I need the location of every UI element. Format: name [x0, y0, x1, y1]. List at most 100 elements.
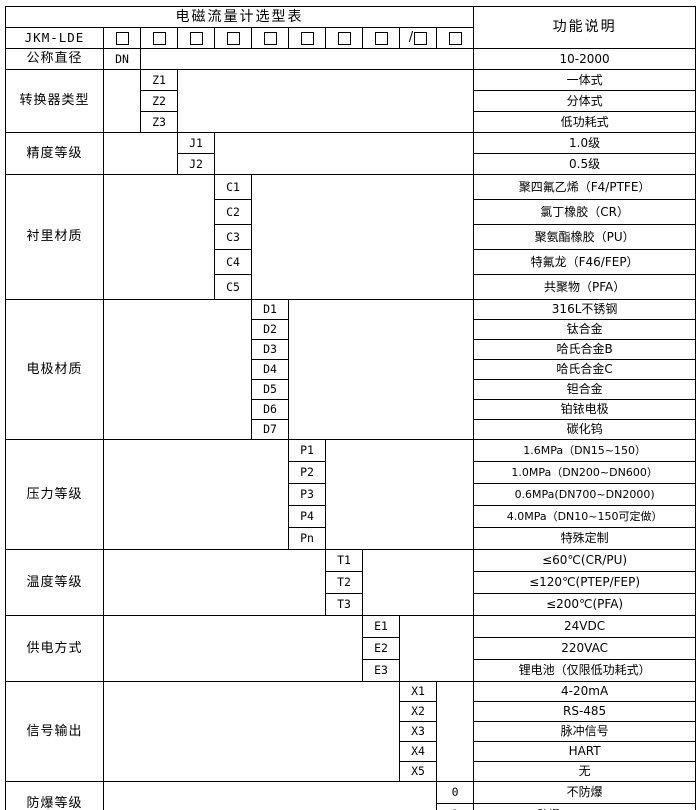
desc-pressure-2: 1.0MPa（DN200~DN600） — [473, 461, 697, 484]
code-t1[interactable]: T1 — [325, 549, 363, 572]
desc-converter-type-2: 分体式 — [473, 90, 697, 112]
code-x2[interactable]: X2 — [399, 701, 437, 722]
code-d7[interactable]: D7 — [251, 419, 289, 440]
code-checkbox-7[interactable] — [325, 27, 363, 49]
code-c4[interactable]: C4 — [214, 249, 252, 275]
code-c2[interactable]: C2 — [214, 199, 252, 225]
code-dn[interactable]: DN — [103, 48, 141, 70]
row-pressure-5: Pn 特殊定制 — [6, 527, 697, 550]
row-accuracy-1: 精度等级 J1 1.0级 — [5, 132, 697, 175]
code-z1[interactable]: Z1 — [140, 69, 178, 91]
code-x5[interactable]: X5 — [399, 761, 437, 782]
code-x3[interactable]: X3 — [399, 721, 437, 742]
model-code-row: JKM-LDE / — [5, 27, 696, 49]
code-d4[interactable]: D4 — [251, 359, 289, 380]
checkbox-icon[interactable] — [337, 31, 351, 45]
code-c5[interactable]: C5 — [214, 274, 252, 300]
code-pn[interactable]: Pn — [288, 527, 326, 550]
code-e3[interactable]: E3 — [362, 659, 400, 682]
code-p3[interactable]: P3 — [288, 483, 326, 506]
desc-signal-2: RS-485 — [473, 701, 697, 722]
desc-electrode-5: 钽合金 — [473, 379, 697, 400]
code-checkbox-5[interactable] — [251, 27, 289, 49]
row-explosion-1: 防爆等级 0 不防爆 — [5, 781, 697, 810]
code-p1[interactable]: P1 — [288, 439, 326, 462]
code-c3[interactable]: C3 — [214, 224, 252, 250]
desc-signal-5: 无 — [473, 761, 697, 782]
checkbox-icon[interactable] — [152, 31, 166, 45]
code-p4[interactable]: P4 — [288, 505, 326, 528]
desc-power-2: 220VAC — [473, 637, 697, 660]
checkbox-icon[interactable] — [414, 31, 428, 45]
blank-cell — [176, 69, 475, 133]
code-z3[interactable]: Z3 — [140, 111, 178, 133]
code-checkbox-8[interactable] — [362, 27, 400, 49]
row-pressure-1: 压力等级 P1 1.6MPa（DN15~150） — [5, 439, 697, 550]
code-d1[interactable]: D1 — [251, 299, 289, 320]
row-converter-type-1: 转换器类型 Z1 一体式 — [5, 69, 697, 133]
code-checkbox-9[interactable]: / — [399, 27, 437, 49]
checkbox-icon[interactable] — [300, 31, 314, 45]
checkbox-icon[interactable] — [115, 31, 129, 45]
code-p2[interactable]: P2 — [288, 461, 326, 484]
row-signal-1: 信号输出 X1 4-20mA — [5, 681, 697, 782]
desc-pressure-4: 4.0MPa（DN10~150可定做） — [473, 505, 697, 528]
code-checkbox-3[interactable] — [177, 27, 215, 49]
code-d2[interactable]: D2 — [251, 319, 289, 340]
code-e2[interactable]: E2 — [362, 637, 400, 660]
code-j2[interactable]: J2 — [177, 153, 215, 175]
row-electrode-3: D3 哈氏合金B — [6, 339, 697, 360]
selection-table: 电磁流量计选型表 功能说明 JKM-LDE / 公称直径 DN 10-2000 — [4, 6, 697, 810]
row-signal-4: X4 HART — [6, 741, 697, 762]
checkbox-icon[interactable] — [226, 31, 240, 45]
code-t2[interactable]: T2 — [325, 571, 363, 594]
desc-converter-type-1: 一体式 — [473, 69, 697, 91]
checkbox-icon[interactable] — [448, 31, 462, 45]
desc-signal-3: 脉冲信号 — [473, 721, 697, 742]
category-signal-output: 信号输出 — [5, 681, 104, 782]
desc-signal-1: 4-20mA — [473, 681, 697, 702]
function-header: 功能说明 — [473, 6, 697, 49]
code-c1[interactable]: C1 — [214, 174, 252, 200]
code-explosion-0[interactable]: 0 — [435, 781, 475, 804]
code-checkbox-1[interactable] — [103, 27, 141, 49]
checkbox-icon[interactable] — [374, 31, 388, 45]
row-nominal-diameter: 公称直径 DN 10-2000 — [5, 48, 697, 70]
blank-cell — [103, 439, 289, 550]
code-x1[interactable]: X1 — [399, 681, 437, 702]
checkbox-icon[interactable] — [189, 31, 203, 45]
desc-explosion-2: 防爆Exdmb Ⅱ CT6 — [473, 803, 697, 810]
code-x4[interactable]: X4 — [399, 741, 437, 762]
row-lining-3: C3 聚氨酯橡胶（PU） — [6, 224, 697, 250]
checkbox-icon[interactable] — [263, 31, 277, 45]
code-d3[interactable]: D3 — [251, 339, 289, 360]
table-title: 电磁流量计选型表 — [4, 6, 475, 28]
code-e1[interactable]: E1 — [362, 615, 400, 638]
desc-temperature-3: ≤200℃(PFA) — [473, 593, 697, 616]
row-electrode-5: D5 钽合金 — [6, 379, 697, 400]
desc-accuracy-1: 1.0级 — [473, 132, 697, 154]
code-explosion-1[interactable]: 1 — [435, 803, 475, 810]
code-t3[interactable]: T3 — [325, 593, 363, 616]
code-checkbox-4[interactable] — [214, 27, 252, 49]
code-checkbox-2[interactable] — [140, 27, 178, 49]
row-electrode-6: D6 铂铱电极 — [6, 399, 697, 420]
desc-explosion-1: 不防爆 — [473, 781, 697, 804]
code-j1[interactable]: J1 — [177, 132, 215, 154]
code-checkbox-10[interactable] — [435, 27, 475, 49]
row-temperature-1: 温度等级 T1 ≤60℃(CR/PU) — [5, 549, 697, 616]
code-d5[interactable]: D5 — [251, 379, 289, 400]
code-d6[interactable]: D6 — [251, 399, 289, 420]
slash-separator: / — [408, 30, 414, 46]
category-electrode-material: 电极材质 — [5, 299, 104, 440]
code-checkbox-6[interactable] — [288, 27, 326, 49]
row-pressure-3: P3 0.6MPa(DN700~DN2000) — [6, 483, 697, 506]
desc-pressure-5: 特殊定制 — [473, 527, 697, 550]
desc-accuracy-2: 0.5级 — [473, 153, 697, 175]
code-z2[interactable]: Z2 — [140, 90, 178, 112]
blank-cell — [250, 174, 475, 300]
desc-converter-type-3: 低功耗式 — [473, 111, 697, 133]
row-temperature-2: T2 ≤120℃(PTEP/FEP) — [6, 571, 697, 594]
desc-lining-3: 聚氨酯橡胶（PU） — [473, 224, 697, 250]
